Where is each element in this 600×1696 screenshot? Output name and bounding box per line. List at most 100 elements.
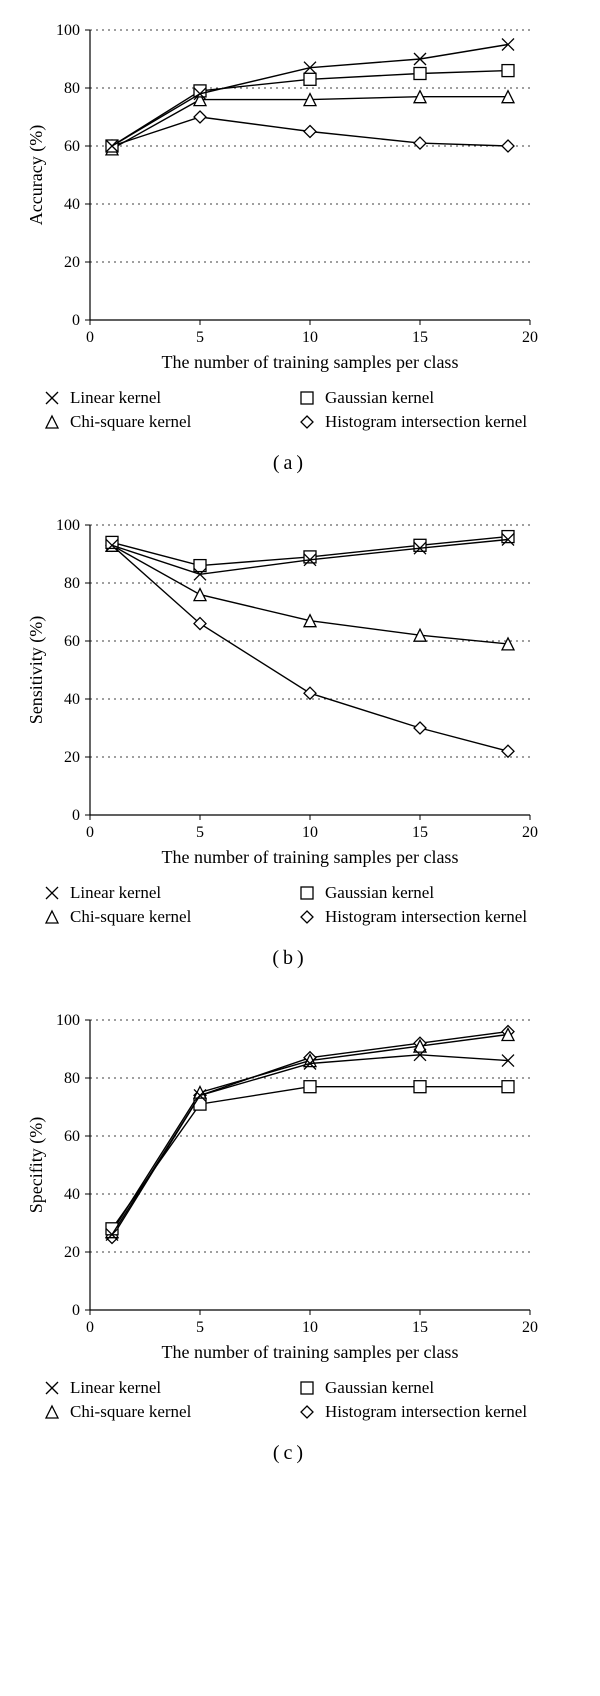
svg-text:0: 0 [72, 312, 80, 329]
marker-hist [414, 722, 426, 734]
legend-label-linear: Linear kernel [70, 883, 161, 903]
legend: Linear kernel Gaussian kernel Chi-square k… [40, 883, 540, 927]
legend-label-gaussian: Gaussian kernel [325, 883, 434, 903]
marker-gaussian [414, 1081, 426, 1093]
marker-hist [502, 745, 514, 757]
svg-text:0: 0 [86, 824, 94, 841]
marker-gaussian [304, 73, 316, 85]
svg-text:80: 80 [64, 80, 80, 97]
legend-label-linear: Linear kernel [70, 388, 161, 408]
hist-marker-icon [295, 908, 319, 926]
legend-item-chisq: Chi-square kernel [40, 1402, 285, 1422]
svg-text:100: 100 [56, 517, 80, 534]
svg-text:20: 20 [522, 329, 538, 346]
svg-text:100: 100 [56, 1012, 80, 1029]
legend-label-hist: Histogram intersection kernel [325, 1402, 527, 1422]
svg-text:Specifity (%): Specifity (%) [26, 1117, 47, 1213]
hist-marker-icon [295, 413, 319, 431]
svg-text:0: 0 [86, 329, 94, 346]
legend-item-gaussian: Gaussian kernel [295, 1378, 540, 1398]
chisq-marker-icon [40, 413, 64, 431]
legend-label-chisq: Chi-square kernel [70, 1402, 191, 1422]
chisq-marker-icon [40, 908, 64, 926]
chart-a: 02040608010005101520The number of traini… [20, 20, 560, 380]
svg-text:20: 20 [64, 254, 80, 271]
svg-text:20: 20 [522, 824, 538, 841]
svg-text:15: 15 [412, 1319, 428, 1336]
legend-label-gaussian: Gaussian kernel [325, 388, 434, 408]
svg-text:5: 5 [196, 824, 204, 841]
svg-text:20: 20 [522, 1319, 538, 1336]
legend-label-linear: Linear kernel [70, 1378, 161, 1398]
marker-gaussian [502, 531, 514, 543]
svg-text:Sensitivity (%): Sensitivity (%) [26, 616, 47, 725]
legend-label-gaussian: Gaussian kernel [325, 1378, 434, 1398]
legend-label-chisq: Chi-square kernel [70, 907, 191, 927]
svg-text:0: 0 [72, 1302, 80, 1319]
marker-gaussian [304, 551, 316, 563]
svg-text:0: 0 [86, 1319, 94, 1336]
svg-text:The number of training samples: The number of training samples per class [162, 1342, 459, 1362]
svg-text:5: 5 [196, 329, 204, 346]
svg-text:60: 60 [64, 633, 80, 650]
svg-text:The number of training samples: The number of training samples per class [162, 847, 459, 867]
svg-text:80: 80 [64, 1070, 80, 1087]
legend-item-gaussian: Gaussian kernel [295, 883, 540, 903]
marker-hist [304, 126, 316, 138]
legend-item-hist: Histogram intersection kernel [295, 1402, 540, 1422]
marker-gaussian [194, 85, 206, 97]
svg-text:40: 40 [64, 1186, 80, 1203]
chart-c: 02040608010005101520The number of traini… [20, 1010, 560, 1370]
legend-item-linear: Linear kernel [40, 1378, 285, 1398]
legend-item-linear: Linear kernel [40, 883, 285, 903]
gaussian-marker-icon [295, 884, 319, 902]
legend-item-linear: Linear kernel [40, 388, 285, 408]
legend-label-hist: Histogram intersection kernel [325, 907, 527, 927]
gaussian-marker-icon [295, 1379, 319, 1397]
legend-item-chisq: Chi-square kernel [40, 907, 285, 927]
svg-text:0: 0 [72, 807, 80, 824]
panel-a: 02040608010005101520The number of traini… [10, 20, 570, 475]
linear-marker-icon [40, 389, 64, 407]
marker-gaussian [414, 539, 426, 551]
legend-item-hist: Histogram intersection kernel [295, 907, 540, 927]
svg-text:The number of training samples: The number of training samples per class [162, 352, 459, 372]
marker-chisq [194, 589, 206, 601]
legend-label-hist: Histogram intersection kernel [325, 412, 527, 432]
legend-item-chisq: Chi-square kernel [40, 412, 285, 432]
marker-gaussian [502, 1081, 514, 1093]
gaussian-marker-icon [295, 389, 319, 407]
marker-hist [414, 137, 426, 149]
marker-gaussian [304, 1081, 316, 1093]
svg-text:10: 10 [302, 329, 318, 346]
svg-text:15: 15 [412, 824, 428, 841]
legend-item-hist: Histogram intersection kernel [295, 412, 540, 432]
linear-marker-icon [40, 884, 64, 902]
marker-hist [304, 687, 316, 699]
svg-text:100: 100 [56, 22, 80, 39]
panel-b: 02040608010005101520The number of traini… [10, 515, 570, 970]
legend-item-gaussian: Gaussian kernel [295, 388, 540, 408]
hist-marker-icon [295, 1403, 319, 1421]
svg-text:15: 15 [412, 329, 428, 346]
svg-text:60: 60 [64, 1128, 80, 1145]
svg-text:60: 60 [64, 138, 80, 155]
svg-text:20: 20 [64, 749, 80, 766]
caption-a: (a) [10, 452, 570, 475]
line-series-hist [112, 545, 508, 751]
caption-b: (b) [10, 947, 570, 970]
legend: Linear kernel Gaussian kernel Chi-square k… [40, 388, 540, 432]
panel-c: 02040608010005101520The number of traini… [10, 1010, 570, 1465]
linear-marker-icon [40, 1379, 64, 1397]
chart-b: 02040608010005101520The number of traini… [20, 515, 560, 875]
svg-text:Accuracy (%): Accuracy (%) [26, 125, 47, 225]
legend: Linear kernel Gaussian kernel Chi-square k… [40, 1378, 540, 1422]
svg-text:5: 5 [196, 1319, 204, 1336]
marker-hist [194, 111, 206, 123]
marker-gaussian [502, 65, 514, 77]
caption-c: (c) [10, 1442, 570, 1465]
svg-text:10: 10 [302, 824, 318, 841]
svg-text:40: 40 [64, 691, 80, 708]
line-series-gaussian [112, 1087, 508, 1229]
svg-text:10: 10 [302, 1319, 318, 1336]
